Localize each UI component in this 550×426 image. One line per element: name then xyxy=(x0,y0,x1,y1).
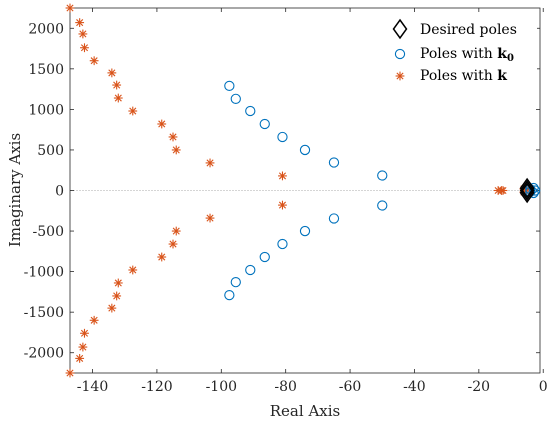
x-tick-label: -40 xyxy=(403,379,426,395)
pole-k0-point xyxy=(299,144,311,156)
pole-k0-point xyxy=(277,238,288,250)
x-tick-label: -60 xyxy=(339,379,362,395)
pole-k-point xyxy=(75,354,85,363)
legend-item-poles-k0: Poles with k0 xyxy=(394,46,514,64)
pole-k-point xyxy=(171,226,181,236)
y-axis-label: Imaginary Axis xyxy=(6,133,24,247)
pole-k-point xyxy=(89,315,99,325)
pole-k0-point xyxy=(377,170,388,181)
y-tick-label: 2000 xyxy=(28,21,64,37)
pole-k0-point xyxy=(230,93,241,104)
pole-k-point xyxy=(80,43,89,53)
pole-k0-point xyxy=(328,213,340,224)
pole-k-point xyxy=(205,158,215,168)
legend-diamond-marker xyxy=(392,18,408,40)
pole-k0-point xyxy=(224,289,235,301)
legend-item-poles-k: Poles with k xyxy=(395,68,507,84)
x-tick-label: -100 xyxy=(206,379,237,395)
pole-k-point xyxy=(107,303,117,313)
legend-label-poles-k0-main: Poles with xyxy=(420,46,497,62)
x-tick-label: -120 xyxy=(141,379,172,395)
pole-k-point xyxy=(157,119,167,129)
pole-k0-point xyxy=(530,185,541,196)
pole-k-point xyxy=(113,278,123,288)
pole-k-point xyxy=(128,265,138,275)
pole-k-point xyxy=(113,93,123,103)
legend-item-desired-poles: Desired poles xyxy=(392,18,517,40)
legend-box xyxy=(382,14,537,92)
pole-k-point xyxy=(80,328,89,338)
y-tick-label: -500 xyxy=(33,224,64,240)
pole-k-point xyxy=(171,145,181,155)
desired-pole-point xyxy=(519,180,535,201)
legend-label-desired-poles: Desired poles xyxy=(420,22,517,38)
pole-k-point xyxy=(278,200,287,210)
legend-label-poles-k: Poles with k xyxy=(420,68,507,84)
legend-asterisk-marker xyxy=(395,71,405,81)
legend-label-poles-k0: Poles with k0 xyxy=(420,46,514,64)
pole-k0-point xyxy=(377,200,388,211)
pole-k-point xyxy=(112,80,122,90)
pole-k-point xyxy=(168,132,178,142)
desired-pole-point xyxy=(519,177,535,199)
pole-k-point xyxy=(498,186,508,195)
legend: Desired poles Poles with k0 Poles with k xyxy=(382,14,537,92)
pole-k0-point xyxy=(245,105,256,117)
y-tick-label: 1500 xyxy=(28,62,64,78)
y-tick-label: -1000 xyxy=(24,265,64,281)
y-tick-label: -2000 xyxy=(24,346,64,362)
desired-pole-point xyxy=(519,182,535,204)
legend-label-poles-k-bold: k xyxy=(497,68,507,84)
pole-k0-point xyxy=(224,80,235,92)
pole-k-point xyxy=(168,239,178,249)
pole-k0-point xyxy=(299,225,311,237)
pole-k0-point xyxy=(259,251,270,263)
legend-label-poles-k-main: Poles with xyxy=(420,68,497,84)
x-tick-label: -20 xyxy=(468,379,491,395)
pole-k-point xyxy=(89,56,99,66)
legend-label-poles-k0-sub: 0 xyxy=(507,53,514,64)
series-layer xyxy=(65,3,541,378)
legend-circle-marker xyxy=(394,48,406,60)
pole-k-point xyxy=(157,252,167,262)
x-tick-label: -140 xyxy=(77,379,108,395)
pole-k-point xyxy=(278,171,287,181)
pole-k0-point xyxy=(230,277,241,288)
y-tick-label: 1000 xyxy=(28,102,64,118)
x-tick-label: -80 xyxy=(274,379,297,395)
pole-k-point xyxy=(112,291,122,301)
pole-k-point xyxy=(65,3,75,13)
pole-k0-point xyxy=(328,157,340,168)
pole-k-point xyxy=(78,342,88,352)
pole-k0-point xyxy=(245,264,256,276)
x-axis-label: Real Axis xyxy=(270,402,340,420)
pole-k-point xyxy=(128,106,138,116)
x-tick-label: 0 xyxy=(539,379,548,395)
pole-k-point xyxy=(205,213,215,223)
y-tick-label: 500 xyxy=(37,143,64,159)
pole-k-point xyxy=(65,368,75,378)
y-tick-label: -1500 xyxy=(24,305,64,321)
pole-k-point xyxy=(75,18,85,27)
pole-k-point xyxy=(107,68,117,78)
pole-k0-point xyxy=(277,131,288,143)
legend-asterisk-shape xyxy=(395,71,405,81)
y-tick-label: 0 xyxy=(55,184,64,200)
legend-label-poles-k0-bold: k xyxy=(497,46,507,62)
pole-k-point xyxy=(78,29,88,39)
pole-k0-point xyxy=(259,118,270,130)
